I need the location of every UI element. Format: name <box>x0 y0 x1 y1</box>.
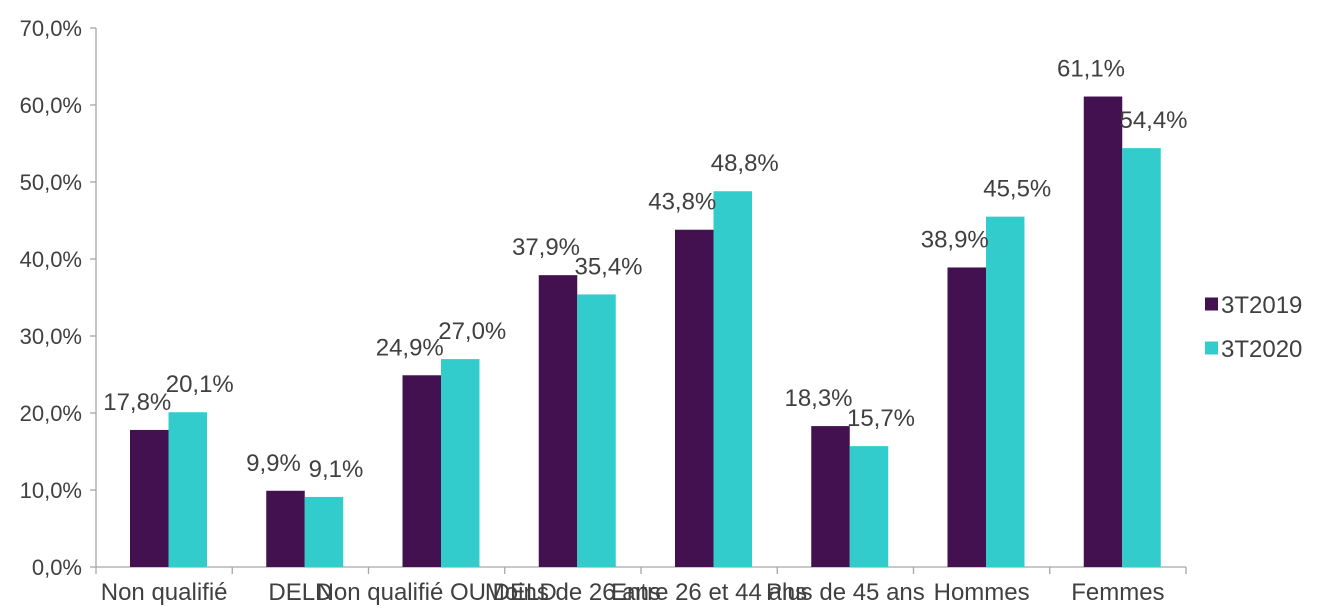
data-label: 24,9% <box>376 334 444 361</box>
bar-3t2020 <box>713 191 752 568</box>
legend-swatch <box>1205 297 1218 311</box>
data-label: 61,1% <box>1057 56 1125 83</box>
y-tick-label: 30,0% <box>20 324 82 349</box>
y-tick-label: 20,0% <box>20 401 82 426</box>
bar-3t2020 <box>441 359 480 567</box>
x-category-label: Plus de 45 ans <box>766 579 925 606</box>
bar-3t2019 <box>1083 96 1123 567</box>
y-tick-label: 10,0% <box>20 478 82 503</box>
bar-3t2020 <box>986 216 1025 567</box>
data-label: 15,7% <box>847 405 915 432</box>
bar-3t2019 <box>402 375 441 567</box>
data-label: 18,3% <box>784 385 852 412</box>
data-label: 9,1% <box>309 456 364 483</box>
data-label: 27,0% <box>438 318 506 345</box>
bar-3t2020 <box>849 446 889 567</box>
data-label: 54,4% <box>1119 107 1187 134</box>
y-tick-label: 60,0% <box>20 93 82 118</box>
bar-3t2020 <box>304 496 344 567</box>
x-category-label: Entre 26 et 44 ans <box>611 579 807 606</box>
bar-3t2019 <box>130 429 169 567</box>
y-tick-label: 50,0% <box>20 170 82 195</box>
x-category-label: Non qualifié OU DELD <box>317 579 557 606</box>
data-label: 35,4% <box>574 253 642 280</box>
y-tick-label: 70,0% <box>20 16 82 41</box>
bar-3t2019 <box>538 275 578 567</box>
bar-3t2019 <box>947 267 986 567</box>
data-label: 38,9% <box>921 226 989 253</box>
bar-3t2019 <box>811 426 850 567</box>
bar-3t2020 <box>168 412 207 567</box>
x-category-label: DELD <box>268 579 332 606</box>
legend-swatch <box>1205 341 1218 355</box>
bar-3t2019 <box>266 490 305 567</box>
data-label: 45,5% <box>983 176 1051 203</box>
data-label: 20,1% <box>166 371 234 398</box>
axes: 0,0% 10,0% 20,0% 30,0% 40,0% 50,0% 60,0% 70,0% N… <box>20 16 1187 606</box>
x-category-label: Moins de 26 ans <box>485 579 661 606</box>
x-category-label: Non qualifié <box>101 579 228 606</box>
data-labels: 17,8% 9,9% 24,9% 37,9% 43,8% 18,3% 38,9% 61,1% 2… <box>103 56 1187 483</box>
bar-3t2019 <box>675 229 714 568</box>
legend-label: 3T2020 <box>1221 336 1302 363</box>
y-tick-label: 40,0% <box>20 247 82 272</box>
bar-3t2020 <box>1122 148 1161 567</box>
data-label: 17,8% <box>103 389 171 416</box>
y-tick-label: 0,0% <box>32 555 82 580</box>
x-category-label: Hommes <box>934 579 1030 606</box>
x-category-label: Femmes <box>1071 579 1164 606</box>
bars <box>130 96 1161 568</box>
legend-label: 3T2019 <box>1221 292 1302 319</box>
data-label: 48,8% <box>711 150 779 177</box>
data-label: 37,9% <box>512 234 580 261</box>
data-label: 43,8% <box>648 189 716 216</box>
legend: 3T2019 3T2020 <box>1205 292 1302 363</box>
bar-3t2020 <box>577 294 616 567</box>
data-label: 9,9% <box>246 450 301 477</box>
